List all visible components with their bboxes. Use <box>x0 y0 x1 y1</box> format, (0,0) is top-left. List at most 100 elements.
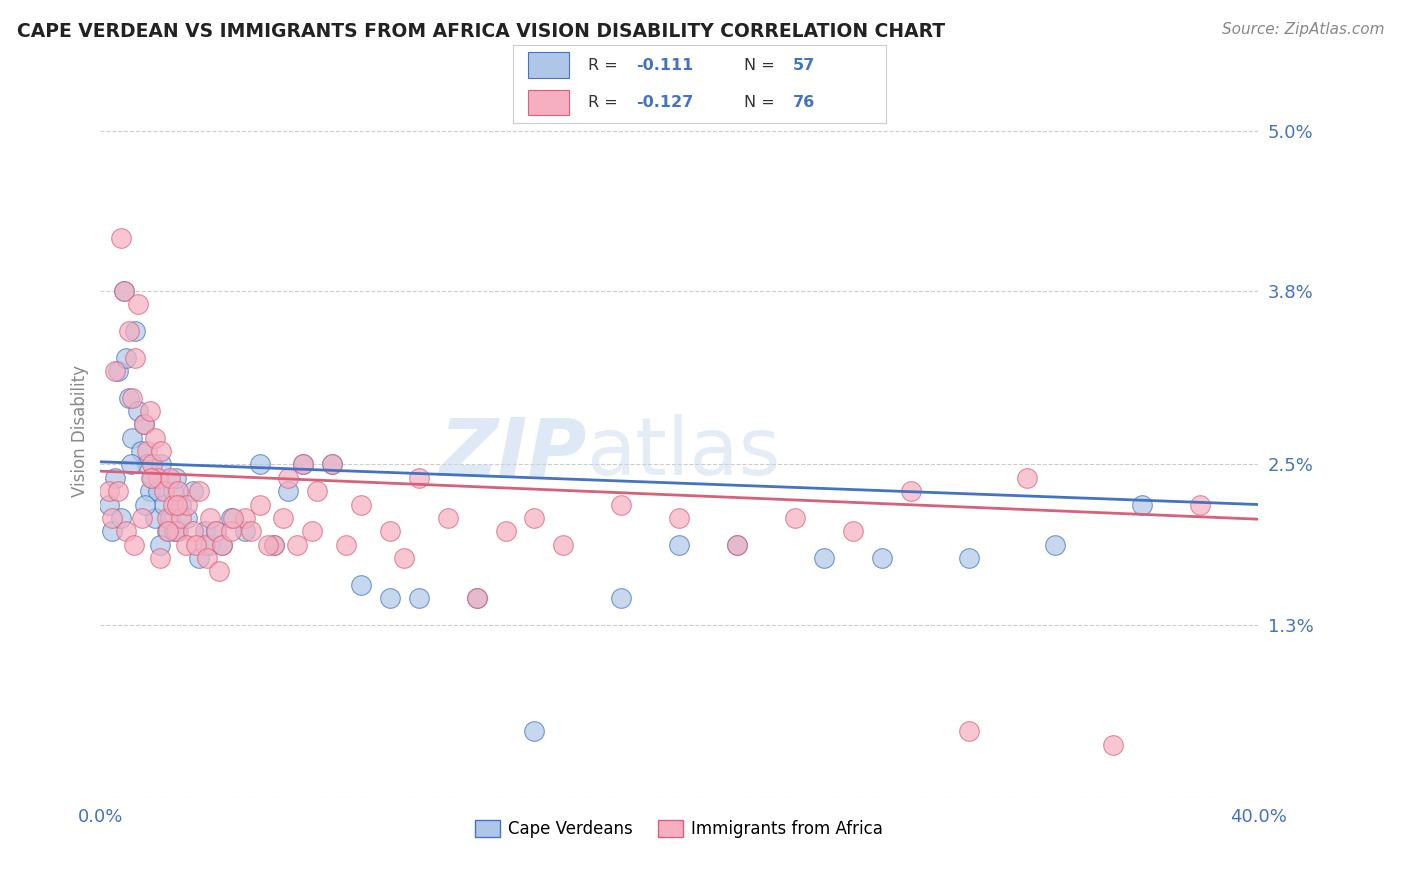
Point <box>107 364 129 378</box>
Point <box>156 524 179 539</box>
Point <box>307 484 329 499</box>
FancyBboxPatch shape <box>529 53 569 78</box>
Point <box>219 524 242 539</box>
Point <box>219 511 242 525</box>
Point <box>321 458 343 472</box>
Point <box>110 511 132 525</box>
Point <box>193 524 215 539</box>
Point <box>132 417 155 432</box>
Point <box>167 524 190 539</box>
Point <box>725 537 748 551</box>
Point <box>156 511 179 525</box>
Point <box>378 591 401 605</box>
Point <box>170 498 193 512</box>
Y-axis label: Vision Disability: Vision Disability <box>72 365 89 497</box>
Point <box>184 537 207 551</box>
Point <box>1015 471 1038 485</box>
Point <box>157 524 180 539</box>
Point <box>159 511 181 525</box>
Point <box>138 484 160 499</box>
Point <box>112 284 135 298</box>
Point <box>321 458 343 472</box>
Point <box>263 537 285 551</box>
Point <box>350 577 373 591</box>
Point <box>148 484 170 499</box>
Point <box>465 591 488 605</box>
Point <box>174 537 197 551</box>
Point <box>350 498 373 512</box>
Text: N =: N = <box>744 57 780 72</box>
Point <box>957 724 980 739</box>
Point <box>291 458 314 472</box>
Point <box>408 471 430 485</box>
Point <box>110 230 132 244</box>
Point <box>187 484 209 499</box>
Point <box>553 537 575 551</box>
Point <box>143 511 166 525</box>
Point <box>149 537 172 551</box>
Point <box>211 537 233 551</box>
Point <box>271 511 294 525</box>
Point <box>301 524 323 539</box>
Point <box>813 550 835 565</box>
Point <box>668 537 690 551</box>
Text: R =: R = <box>588 57 623 72</box>
Point <box>135 458 157 472</box>
Point <box>129 444 152 458</box>
Point <box>165 524 187 539</box>
Point <box>495 524 517 539</box>
Point <box>166 498 188 512</box>
Point <box>150 458 173 472</box>
Point <box>170 511 193 525</box>
Point <box>263 537 285 551</box>
Point <box>957 550 980 565</box>
Point <box>205 524 228 539</box>
Point <box>239 524 262 539</box>
Point <box>135 444 157 458</box>
Text: R =: R = <box>588 95 623 111</box>
Point <box>120 458 142 472</box>
Point <box>107 484 129 499</box>
Point <box>153 484 176 499</box>
Legend: Cape Verdeans, Immigrants from Africa: Cape Verdeans, Immigrants from Africa <box>468 814 890 845</box>
Point <box>211 537 233 551</box>
Point <box>124 324 146 338</box>
Point <box>141 458 163 472</box>
Point <box>465 591 488 605</box>
Point <box>193 537 215 551</box>
Text: ZIP: ZIP <box>439 414 586 492</box>
Point <box>159 471 181 485</box>
Point <box>277 484 299 499</box>
Point <box>162 498 184 512</box>
Point <box>208 564 231 578</box>
Point <box>118 391 141 405</box>
Point <box>842 524 865 539</box>
Point <box>523 724 546 739</box>
Point <box>138 404 160 418</box>
Text: Source: ZipAtlas.com: Source: ZipAtlas.com <box>1222 22 1385 37</box>
Point <box>124 351 146 365</box>
Point <box>141 471 163 485</box>
Point <box>277 471 299 485</box>
Point <box>134 498 156 512</box>
Point <box>104 471 127 485</box>
Point <box>285 537 308 551</box>
Point <box>870 550 893 565</box>
Point <box>162 484 184 499</box>
Point <box>205 524 228 539</box>
Point <box>408 591 430 605</box>
Point <box>233 511 256 525</box>
Point <box>291 458 314 472</box>
Point <box>668 511 690 525</box>
Point <box>900 484 922 499</box>
Point <box>181 524 204 539</box>
Point <box>118 324 141 338</box>
Point <box>1045 537 1067 551</box>
Point <box>176 511 198 525</box>
Point <box>200 537 222 551</box>
Point <box>163 524 186 539</box>
Point <box>143 431 166 445</box>
Point <box>101 524 124 539</box>
Point <box>197 550 219 565</box>
Point <box>176 498 198 512</box>
